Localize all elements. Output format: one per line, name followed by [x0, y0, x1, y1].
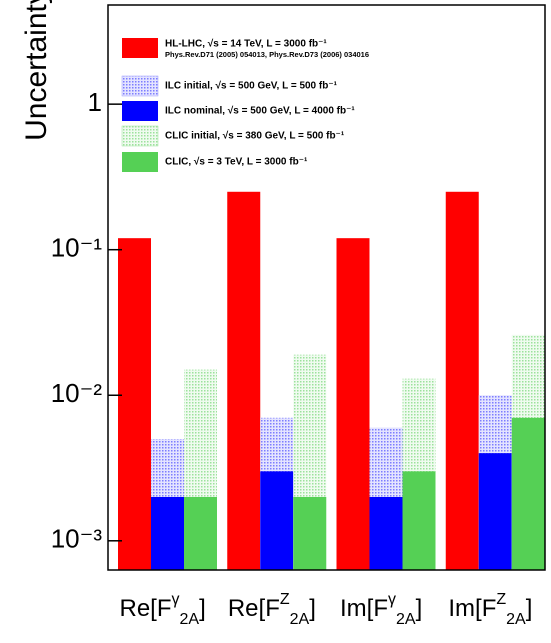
legend-note: Phys.Rev.D71 (2005) 054013, Phys.Rev.D73… [165, 50, 369, 59]
bar [369, 496, 403, 570]
legend-label: ILC initial, √s = 500 GeV, L = 500 fb⁻¹ [165, 81, 338, 92]
legend-label: HL-LHC, √s = 14 TeV, L = 3000 fb⁻¹ [165, 39, 327, 50]
bar [336, 238, 370, 570]
y-tick-label: 10⁻³ [51, 524, 103, 554]
legend-swatch [122, 152, 158, 172]
bar [478, 453, 512, 570]
legend-swatch [122, 101, 158, 121]
bar [227, 191, 261, 570]
y-tick-label: 1 [88, 87, 102, 117]
legend-swatch [121, 75, 159, 97]
x-tick-label: Im[FZ2A] [448, 591, 532, 628]
y-tick-label: 10⁻² [51, 378, 103, 408]
y-tick-label: 10⁻¹ [51, 233, 103, 263]
legend-label: ILC nominal, √s = 500 GeV, L = 4000 fb⁻¹ [165, 106, 355, 117]
bar [445, 191, 479, 570]
bar [402, 471, 436, 570]
legend-label: CLIC, √s = 3 TeV, L = 3000 fb⁻¹ [165, 157, 308, 168]
bar [151, 496, 184, 570]
legend-swatch [121, 125, 159, 147]
legend-label: CLIC initial, √s = 380 GeV, L = 500 fb⁻¹ [165, 131, 345, 142]
x-tick-label: Re[FZ2A] [228, 591, 316, 628]
y-axis-label: Uncertainty [20, 0, 53, 141]
bar [511, 417, 545, 570]
plot-frame [107, 4, 546, 571]
bar [260, 471, 294, 570]
bar [118, 238, 151, 570]
bar [293, 496, 327, 570]
legend-swatch [122, 38, 158, 58]
bar [184, 496, 217, 570]
x-tick-label: Re[Fγ2A] [119, 591, 205, 628]
x-tick-label: Im[Fγ2A] [340, 591, 422, 628]
